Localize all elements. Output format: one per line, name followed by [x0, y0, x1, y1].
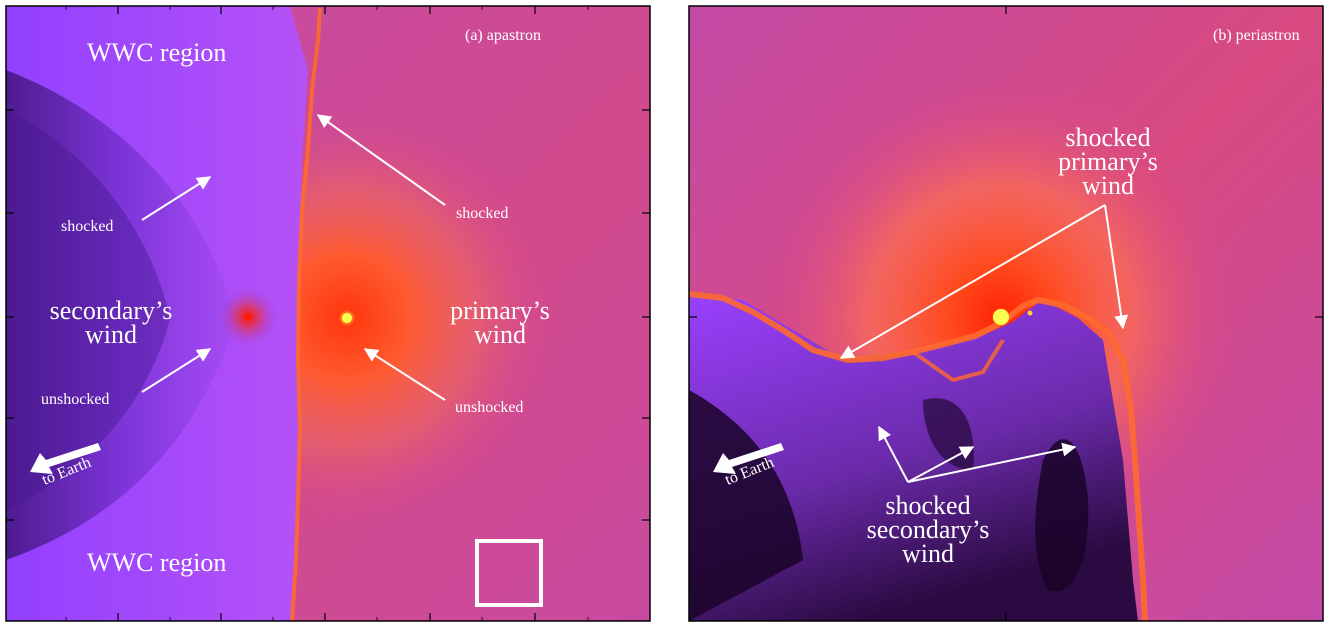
shocked-right-label: shocked: [456, 205, 509, 222]
shocked-primary-wind-label: shocked primary’s wind: [1033, 123, 1183, 200]
panel-a-title: (a) apastron: [465, 27, 541, 44]
unshocked-right-label: unshocked: [455, 399, 524, 416]
region-box: [475, 539, 543, 607]
periastron-image: [688, 5, 1324, 622]
panel-apastron: (a) apastron WWC region WWC region secon…: [0, 0, 655, 627]
shocked-primary-line2: primary’s: [1058, 146, 1158, 176]
annotation-arrows-b: [839, 204, 1129, 483]
shocked-left-label: shocked: [61, 218, 114, 235]
wwc-region-bottom-label: WWC region: [87, 548, 227, 577]
panel-periastron: (b) periastron shocked primary’s wind sh…: [683, 0, 1329, 627]
shocked-secondary-line2: secondary’s: [866, 514, 990, 544]
annotation-arrows: [141, 114, 446, 401]
earth-direction-arrow: [30, 443, 101, 474]
shocked-secondary-line1: shocked: [885, 491, 971, 520]
primary-wind-label: primary’s wind: [425, 296, 575, 349]
shocked-primary-line3: wind: [1082, 170, 1134, 200]
secondary-wind-label: secondary’s wind: [28, 296, 194, 349]
shocked-secondary-wind-label: shocked secondary’s wind: [843, 491, 1013, 568]
panel-b-title: (b) periastron: [1213, 27, 1300, 44]
unshocked-left-label: unshocked: [41, 391, 110, 408]
wwc-region-top-label: WWC region: [87, 38, 227, 67]
secondary-wind-line2: wind: [85, 319, 137, 349]
primary-wind-line1: primary’s: [450, 296, 550, 325]
earth-direction-arrow-b: [713, 443, 784, 474]
shocked-secondary-line3: wind: [902, 538, 954, 568]
secondary-wind-line1: secondary’s: [49, 296, 173, 325]
primary-wind-line2: wind: [474, 319, 526, 349]
shocked-primary-line1: shocked: [1065, 123, 1151, 152]
apastron-image: [5, 5, 651, 622]
